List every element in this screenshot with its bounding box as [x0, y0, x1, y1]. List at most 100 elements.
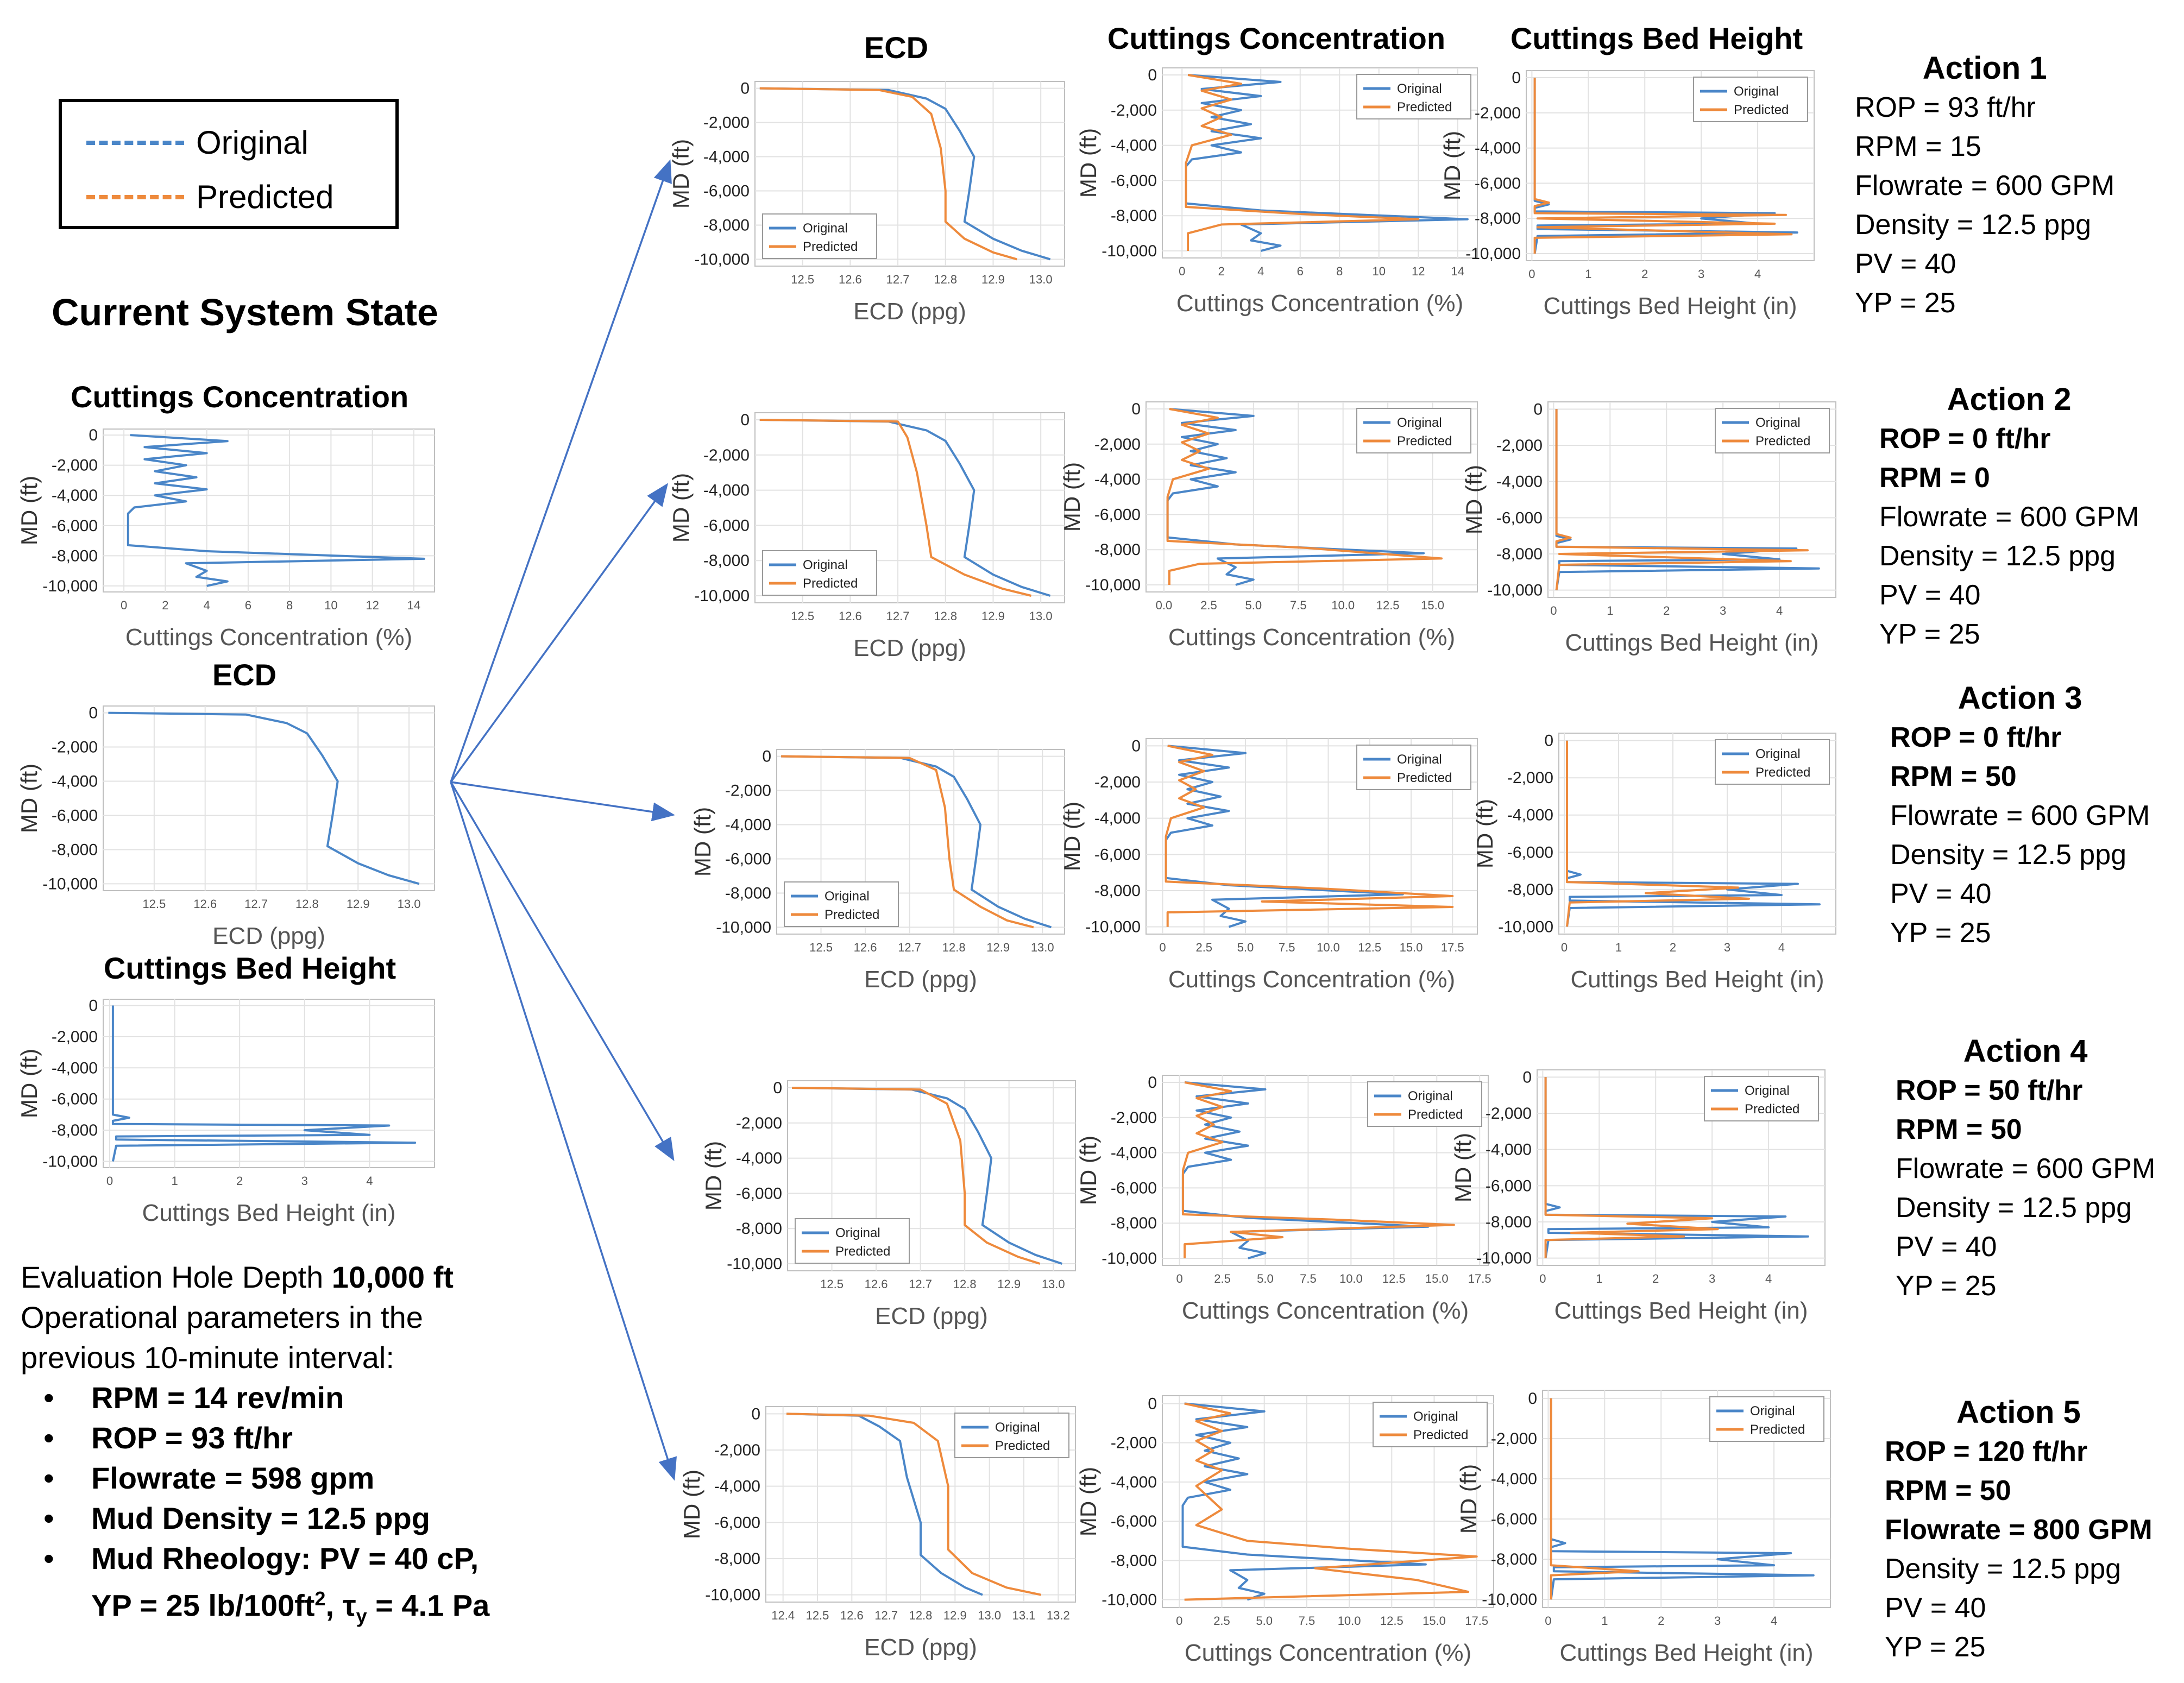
y-tick-label: -4,000 [1491, 1470, 1537, 1488]
y-tick-label: -6,000 [1486, 1177, 1532, 1195]
chart-legend-label: Original [995, 1420, 1040, 1435]
y-tick-label: -8,000 [1475, 210, 1521, 228]
x-tick-label: 12.7 [244, 897, 268, 911]
x-tick-label: 2 [1658, 1614, 1664, 1628]
x-tick-label: 1 [1585, 267, 1591, 281]
chart-action-1-cbh: 0 1 2 3 4 0 -2,000 -4,000 -6,000 -8,000 -10,000 Cut… [1439, 69, 1815, 319]
legend-item-predicted: Predicted [86, 178, 333, 216]
chart-legend-box [762, 550, 877, 596]
y-tick-label: -10,000 [1465, 245, 1521, 263]
y-tick-label: -2,000 [714, 1441, 760, 1459]
evaluation-param-rpm: RPM = 14 rev/min [43, 1378, 645, 1418]
y-tick-label: -2,000 [1111, 102, 1157, 119]
y-axis-label: MD (ft) [679, 1470, 704, 1539]
chart-legend-box [762, 213, 877, 259]
x-tick-label: 0 [1528, 267, 1535, 281]
chart-legend-box [1373, 1402, 1488, 1447]
x-tick-label: 12.5 [1376, 598, 1400, 612]
chart-legend: Original Predicted [1373, 1402, 1488, 1447]
evaluation-depth-label: Evaluation Hole Depth [21, 1260, 332, 1294]
y-tick-label: -2,000 [1475, 104, 1521, 122]
chart-current-ecd: 12.5 12.6 12.7 12.8 12.9 13.0 0 -2,000 -4,000 -6,… [16, 704, 435, 949]
x-tick-label: 14 [407, 598, 420, 612]
y-axis-label: MD (ft) [1075, 1467, 1101, 1536]
chart-legend-box [1709, 1396, 1824, 1442]
chart-legend-label: Original [1397, 415, 1442, 430]
y-tick-label: -10,000 [1102, 1250, 1157, 1268]
x-tick-label: 2.5 [1214, 1272, 1231, 1285]
y-tick-label: -8,000 [703, 552, 750, 570]
x-tick-label: 12.7 [874, 1609, 898, 1622]
x-tick-label: 12.4 [771, 1609, 795, 1622]
x-tick-label: 10.0 [1317, 941, 1340, 954]
y-tick-label: 0 [740, 411, 750, 429]
x-tick-label: 12.5 [1380, 1614, 1403, 1628]
y-axis-label: MD (ft) [16, 764, 42, 833]
y-tick-label: -4,000 [52, 487, 98, 505]
y-tick-label: -8,000 [714, 1550, 760, 1568]
chart-action-2-cbh: 0 1 2 3 4 0 -2,000 -4,000 -6,000 -8,000 -10,000 Cut… [1461, 400, 1836, 656]
x-tick-label: 12.5 [820, 1277, 844, 1291]
series-line-original [127, 434, 425, 587]
chart-legend-label: Predicted [1745, 1102, 1799, 1117]
chart-action-4-cc: 0 2.5 5.0 7.5 10.0 12.5 15.0 17.5 0 -2,000 -4,000 -… [1075, 1074, 1491, 1324]
column-title-ecd: ECD [864, 30, 929, 65]
x-axis-label: ECD (ppg) [853, 298, 966, 325]
legend-label-original: Original [196, 124, 309, 161]
x-tick-label: 0 [1561, 941, 1568, 954]
y-tick-label: -2,000 [1111, 1434, 1157, 1452]
y-tick-label: -8,000 [1094, 882, 1141, 900]
chart-legend: Original Predicted [954, 1413, 1069, 1458]
series-line-predicted [1533, 78, 1793, 254]
x-tick-label: 15.0 [1400, 941, 1423, 954]
y-tick-label: -10,000 [716, 918, 771, 936]
chart-legend-label: Original [1734, 84, 1779, 99]
arrow-to-action-2 [450, 483, 669, 783]
x-tick-label: 1 [171, 1174, 178, 1188]
x-tick-label: 12.9 [943, 1609, 967, 1622]
x-tick-label: 7.5 [1300, 1272, 1317, 1285]
y-tick-label: -2,000 [1496, 437, 1543, 455]
action-param: Flowrate = 600 GPM [1855, 170, 2115, 201]
y-tick-label: -6,000 [1094, 506, 1141, 524]
x-tick-label: 12.5 [791, 273, 814, 286]
x-tick-label: 10 [1373, 264, 1386, 278]
y-tick-label: 0 [1544, 732, 1553, 750]
y-tick-label: 0 [89, 997, 98, 1014]
chart-legend-box [1356, 745, 1471, 790]
series-line-predicted [1184, 1402, 1478, 1601]
chart-legend-label: Original [1397, 752, 1442, 767]
action-5-block: Action 5 ROP = 120 ft/hr RPM = 50 Flowrate … [1885, 1393, 2152, 1667]
x-tick-label: 2.5 [1200, 598, 1217, 612]
series-line-original [1533, 78, 1798, 254]
column-title-cbh: Cuttings Bed Height [1510, 21, 1803, 55]
x-tick-label: 8 [286, 598, 293, 612]
current-ecd-title: ECD [212, 658, 277, 692]
x-tick-label: 13.0 [1031, 941, 1054, 954]
chart-legend-label: Original [1755, 415, 1801, 430]
evaluation-line-3: previous 10-minute interval: [21, 1340, 394, 1375]
evaluation-param-density: Mud Density = 12.5 ppg [43, 1498, 645, 1539]
x-tick-label: 2 [1663, 604, 1670, 617]
chart-legend-label: Original [1745, 1083, 1790, 1098]
chart-legend-label: Predicted [1755, 434, 1810, 449]
legend-item-original: Original [86, 124, 309, 161]
chart-legend: Original Predicted [1356, 74, 1471, 119]
action-param: Density = 12.5 ppg [1896, 1192, 2132, 1224]
x-tick-label: 4 [1778, 941, 1785, 954]
chart-action-5-ecd: 12.4 12.5 12.6 12.7 12.8 12.9 13.0 13.1 13.2 0 -2,… [679, 1405, 1076, 1661]
x-tick-label: 2 [1641, 267, 1648, 281]
x-tick-label: 4 [1765, 1272, 1772, 1285]
x-axis-label: ECD (ppg) [853, 635, 966, 661]
y-tick-label: 0 [751, 1405, 760, 1423]
x-tick-label: 2 [1652, 1272, 1659, 1285]
arrow-to-action-5 [450, 781, 677, 1481]
x-tick-label: 7.5 [1299, 1614, 1316, 1628]
y-tick-label: -2,000 [52, 1028, 98, 1046]
y-axis-label: MD (ft) [690, 807, 715, 877]
action-title: Action 1 [1922, 51, 2047, 86]
x-tick-label: 12.9 [986, 941, 1010, 954]
x-tick-label: 17.5 [1441, 941, 1464, 954]
x-tick-label: 12.7 [886, 609, 910, 623]
y-tick-label: -8,000 [52, 1121, 98, 1139]
